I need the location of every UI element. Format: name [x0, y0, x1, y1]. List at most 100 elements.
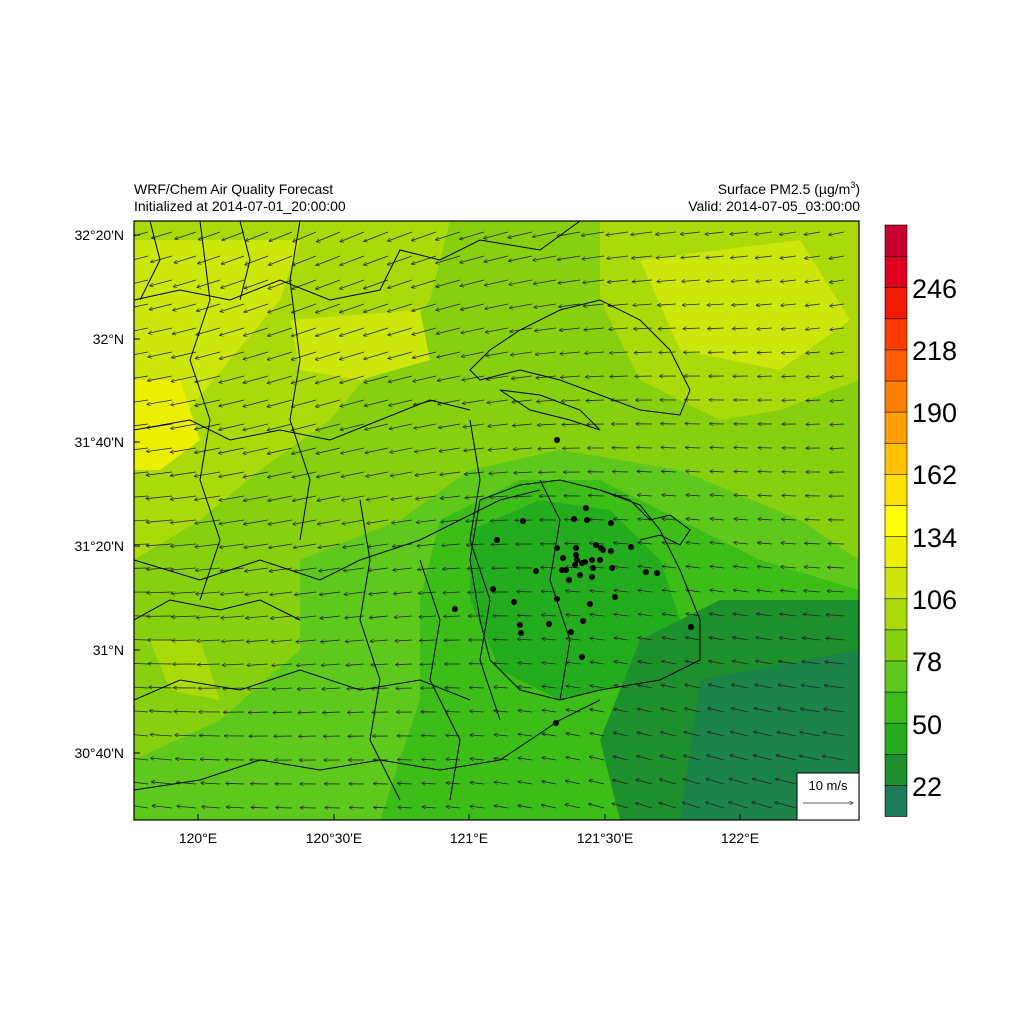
wind-vector — [753, 755, 773, 761]
wind-vector — [656, 231, 677, 234]
wind-vector — [632, 255, 653, 258]
wind-vector — [171, 423, 197, 429]
wind-vector — [708, 685, 725, 689]
wind-vector — [438, 423, 461, 428]
monitoring-station — [587, 601, 593, 607]
colorbar-swatch — [884, 753, 908, 786]
wind-vector — [513, 448, 533, 449]
wind-vector — [752, 802, 773, 809]
wind-vector — [172, 616, 197, 617]
wind-vector — [343, 567, 365, 571]
wind-vector — [415, 471, 437, 475]
wind-vector — [661, 471, 677, 472]
wind-vector — [220, 303, 245, 312]
wind-vector — [436, 327, 461, 334]
wind-vector — [436, 303, 461, 310]
wind-vector — [340, 303, 365, 313]
wind-vector — [226, 783, 245, 784]
wind-vector — [442, 568, 461, 569]
wind-vector — [824, 709, 845, 713]
wind-vector — [802, 661, 821, 665]
wind-vector — [613, 756, 629, 761]
wind-vector — [683, 328, 701, 329]
lat-tick-label: 31°N — [93, 642, 124, 658]
wind-vector — [297, 664, 317, 666]
wind-vector — [776, 755, 797, 761]
wind-vector — [248, 712, 269, 713]
wind-vector — [150, 735, 173, 737]
wind-vector — [638, 638, 653, 641]
wind-vector — [412, 231, 437, 241]
wind-vector — [294, 567, 317, 571]
wind-vector — [754, 732, 773, 737]
wind-vector — [171, 567, 197, 570]
wind-vector — [710, 566, 725, 568]
wind-vector — [584, 328, 605, 330]
monitoring-station — [609, 565, 615, 571]
wind-vector — [538, 448, 557, 449]
wind-vector — [195, 471, 221, 476]
wind-vector — [364, 375, 389, 383]
wind-vector — [826, 638, 845, 640]
wind-vector — [319, 567, 341, 571]
wind-vector — [686, 637, 701, 641]
wind-vector — [148, 351, 173, 357]
wind-vector — [292, 447, 317, 454]
reference-vector-label: 10 m/s — [808, 778, 848, 793]
wind-vector — [292, 471, 317, 477]
wind-vector — [707, 755, 725, 761]
wind-vector — [757, 566, 773, 568]
wind-vector — [732, 685, 749, 689]
monitoring-station — [559, 567, 565, 573]
wind-vector — [829, 231, 845, 235]
wind-vector — [134, 399, 149, 403]
wind-vector — [803, 614, 821, 616]
wind-vector — [758, 495, 773, 496]
wind-vector — [685, 661, 701, 665]
monitoring-station — [520, 518, 526, 524]
wind-vector — [824, 685, 845, 689]
wind-vector — [291, 375, 317, 383]
wind-vector — [490, 496, 509, 497]
wind-vector — [682, 802, 701, 809]
wind-vector — [494, 663, 509, 664]
wind-vector — [588, 496, 605, 497]
wind-vector — [804, 591, 821, 592]
colorbar-swatch — [884, 318, 908, 351]
colorbar-swatch — [884, 442, 908, 475]
monitoring-station — [553, 720, 559, 726]
wind-vector — [422, 807, 437, 808]
wind-vector — [484, 279, 509, 285]
wind-vector — [590, 709, 605, 713]
wind-vector — [734, 448, 749, 449]
wind-vector — [658, 328, 677, 329]
wind-vector — [272, 664, 293, 666]
wind-vector — [780, 255, 797, 258]
latitude-axis: 32°20'N 32°N 31°40'N 31°20'N 31°N 30°40'N — [74, 227, 140, 761]
wind-vector — [467, 568, 485, 569]
wind-vector — [583, 279, 605, 283]
wind-vector — [222, 640, 245, 642]
wind-vector — [806, 328, 821, 330]
wind-vector — [134, 375, 149, 379]
wind-vector — [681, 256, 701, 258]
colorbar-swatch — [884, 566, 908, 600]
wind-vector — [614, 567, 629, 569]
wind-vector — [197, 664, 221, 665]
wind-vector — [292, 495, 317, 501]
colorbar-swatch — [884, 224, 908, 257]
wind-vector — [437, 351, 461, 357]
wind-vector — [610, 352, 629, 353]
wind-vector — [758, 376, 773, 377]
wind-vector — [589, 780, 605, 785]
wind-vector — [805, 304, 821, 306]
wind-vector — [566, 733, 581, 737]
wind-vector — [174, 711, 197, 712]
wind-vector — [134, 447, 149, 450]
wind-vector — [340, 399, 365, 407]
wind-vector — [607, 255, 629, 259]
wind-vector — [518, 734, 533, 736]
wind-vector — [518, 687, 533, 688]
map-frame — [133, 220, 860, 821]
wind-vector — [292, 255, 317, 265]
